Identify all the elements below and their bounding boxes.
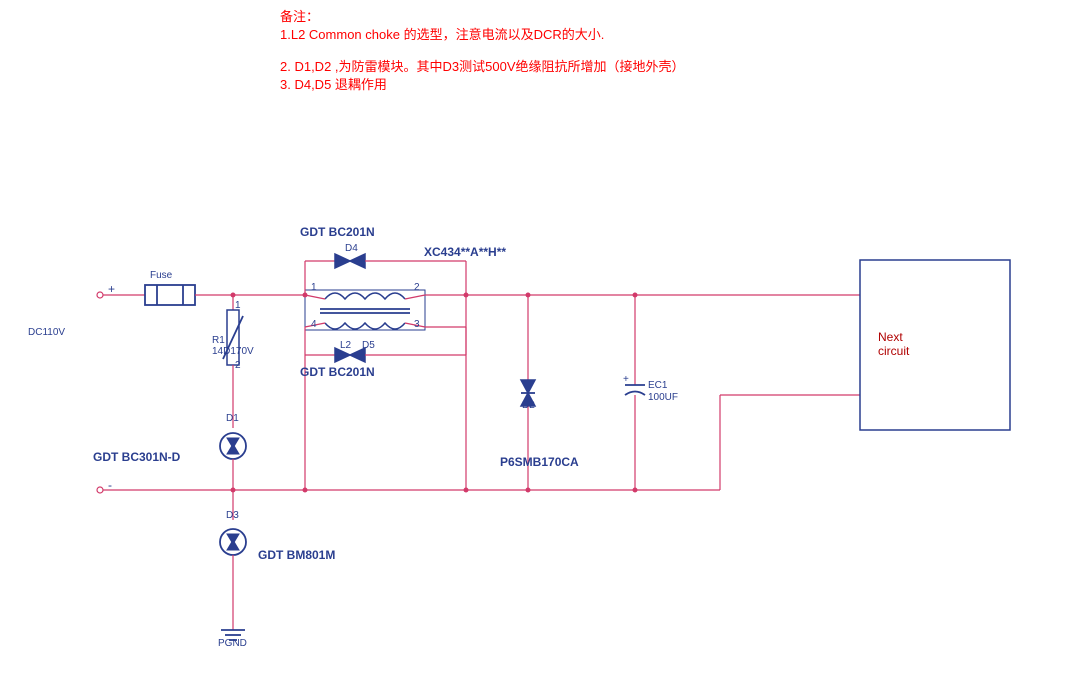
- next-circuit-label: Next circuit: [878, 330, 909, 358]
- ec1-ref: EC1: [648, 380, 667, 391]
- l2-pin4: 4: [311, 319, 317, 330]
- l2-pin2: 2: [414, 282, 420, 293]
- r1-val: 14D170V: [212, 346, 254, 357]
- d5-label: GDT BC201N: [300, 365, 375, 379]
- r1-ref: R1: [212, 335, 225, 346]
- r1-pin2: 2: [235, 360, 241, 371]
- r1-pin1: 1: [235, 300, 241, 311]
- d3-ref: D3: [226, 510, 239, 521]
- d2-ref: D2: [522, 400, 535, 411]
- d4-label: GDT BC201N: [300, 225, 375, 239]
- l2-pin1: 1: [311, 282, 317, 293]
- d4-ref: D4: [345, 243, 358, 254]
- plus-terminal-label: +: [108, 282, 115, 296]
- d3-label: GDT BM801M: [258, 548, 335, 562]
- schematic-page: { "notes": { "color": "#ff0000", "fontsi…: [0, 0, 1080, 677]
- minus-terminal-label: -: [108, 478, 112, 492]
- fuse-label: Fuse: [150, 270, 172, 281]
- ec1-val: 100UF: [648, 392, 678, 403]
- d1-ref: D1: [226, 413, 239, 424]
- d5-ref: D5: [362, 340, 375, 351]
- l2-ref: L2: [340, 340, 351, 351]
- d2-label: P6SMB170CA: [500, 455, 579, 469]
- xc-label: XC434**A**H**: [424, 245, 506, 259]
- ec1-plus: +: [623, 374, 629, 385]
- input-voltage-label: DC110V: [28, 327, 65, 338]
- d1-label: GDT BC301N-D: [93, 450, 180, 464]
- schematic-svg: [0, 0, 1080, 677]
- pgnd-label: PGND: [218, 638, 247, 649]
- l2-pin3: 3: [414, 319, 420, 330]
